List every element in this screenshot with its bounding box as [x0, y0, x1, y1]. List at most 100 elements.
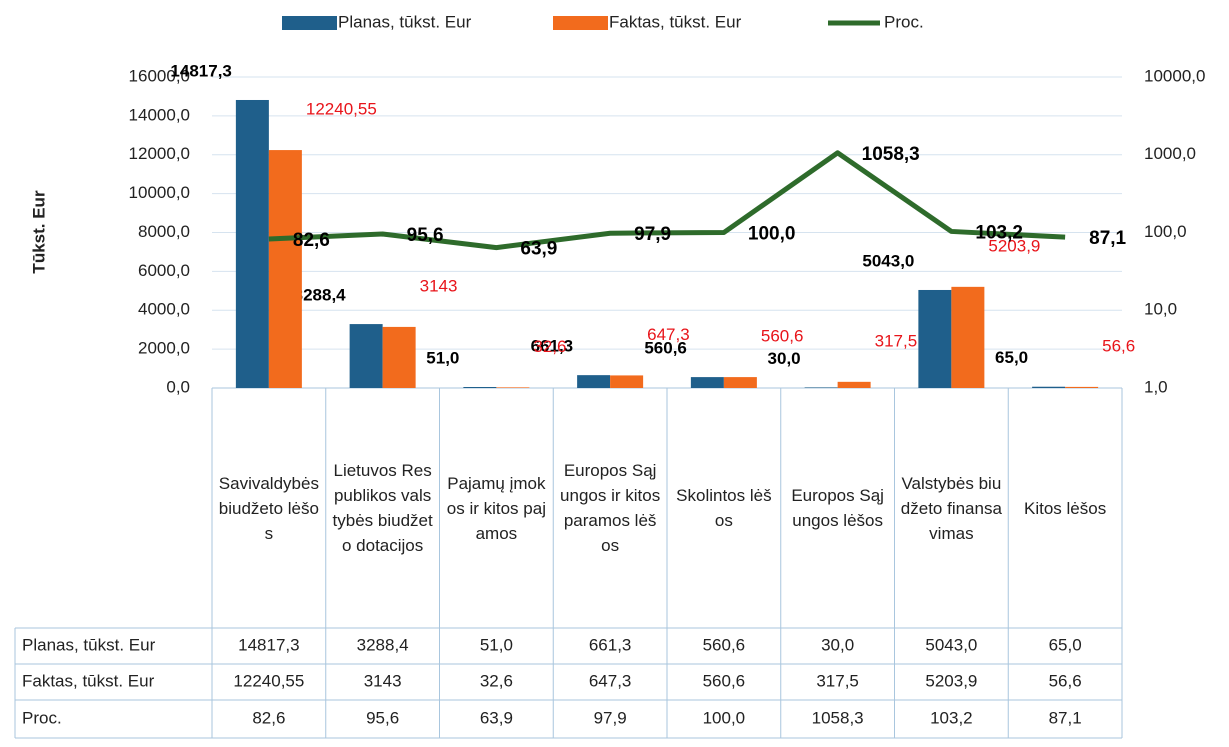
data-label: 30,0 [768, 349, 801, 368]
data-label: 647,3 [647, 325, 690, 344]
line [268, 150, 1066, 251]
table-cell: 661,3 [589, 635, 632, 654]
category-cell: Skolintos lėšos [676, 486, 772, 530]
x-tick-label: Europos Sąjungos ir kitos paramos lėšos [560, 461, 661, 555]
data-label: 12240,55 [306, 100, 377, 119]
bar [610, 375, 644, 388]
table-cell: 30,0 [821, 635, 854, 654]
table-cell: 65,0 [1049, 635, 1082, 654]
table-cell: 103,2 [930, 708, 973, 727]
category-cell: Valstybės biudžeto finansavimas [900, 473, 1002, 543]
category-cell: Savivaldybės biudžeto lėšos [218, 473, 319, 543]
bar [837, 381, 871, 388]
bar [723, 377, 757, 388]
data-label: 56,6 [1102, 336, 1135, 355]
table-cell: 3288,4 [357, 635, 409, 654]
table-row-header: Planas, tūkst. Eur [22, 635, 156, 654]
bar [235, 99, 269, 388]
legend-label: Faktas, tūkst. Eur [609, 12, 742, 31]
bar [1065, 386, 1099, 388]
legend-label: Proc. [884, 12, 924, 31]
y2-tick-label: 1,0 [1144, 377, 1168, 396]
data-label: 63,9 [520, 239, 557, 260]
x-tick-label: Pajamų įmokos ir kitos pajamos [446, 473, 546, 543]
table-cell: 95,6 [366, 708, 399, 727]
category-cell: Europos Sąjungos ir kitos paramos lėšos [560, 461, 661, 555]
bar [496, 387, 530, 388]
data-label: 661,3 [531, 337, 574, 356]
bar [951, 286, 985, 388]
bar [577, 375, 611, 388]
legend-swatch [553, 16, 608, 30]
y-tick-label: 16000,0 [129, 66, 190, 85]
y-tick-label: 0,0 [166, 377, 190, 396]
category-cell: Europos Sąjungos lėšos [791, 486, 884, 530]
table-cell: 647,3 [589, 671, 632, 690]
table-cell: 97,9 [594, 708, 627, 727]
y-tick-label: 6000,0 [138, 261, 190, 280]
table-cell: 51,0 [480, 635, 513, 654]
data-label: 103,2 [975, 222, 1023, 243]
data-label: 1058,3 [862, 144, 920, 165]
data-label: 560,6 [761, 327, 804, 346]
table-cell: 1058,3 [812, 708, 864, 727]
data-label: 95,6 [407, 225, 444, 246]
data-label: 65,0 [995, 348, 1028, 367]
data-label: 14817,3 [170, 61, 231, 80]
legend-swatch [282, 16, 337, 30]
table-cell: 87,1 [1049, 708, 1082, 727]
x-tick-label: Skolintos lėšos [676, 486, 772, 530]
data-label: 5043,0 [862, 251, 914, 270]
y2-tick-label: 100,0 [1144, 222, 1187, 241]
y-axis-title: Tūkst. Eur [29, 190, 48, 274]
x-tick-label: Valstybės biudžeto finansavimas [900, 473, 1002, 543]
table-cell: 560,6 [703, 671, 746, 690]
bar [804, 387, 838, 388]
data-label: 97,9 [634, 224, 671, 245]
y2-tick-label: 10000,0 [1144, 66, 1205, 85]
x-tick-label: Lietuvos Respublikos valstybės biudžeto … [332, 461, 433, 555]
table-cell: 317,5 [816, 671, 859, 690]
table-cell: 32,6 [480, 671, 513, 690]
bar [463, 387, 497, 388]
x-tick-label: Europos Sąjungos lėšos [791, 486, 884, 530]
x-tick-label: Kitos lėšos [1024, 498, 1107, 518]
y-tick-label: 4000,0 [138, 300, 190, 319]
bar [349, 324, 383, 388]
table-cell: 56,6 [1049, 671, 1082, 690]
y-tick-label: 10000,0 [129, 183, 190, 202]
category-cell: Pajamų įmokos ir kitos pajamos [446, 473, 546, 543]
data-label: 5203,9 [988, 236, 1040, 255]
table-cell: 3143 [364, 671, 402, 690]
data-label: 100,0 [748, 224, 796, 245]
data-label: 51,0 [426, 348, 459, 367]
table-cell: 560,6 [703, 635, 746, 654]
bar [268, 150, 302, 388]
table-row-header: Faktas, tūkst. Eur [22, 671, 155, 690]
bar [1032, 386, 1066, 388]
bar [690, 377, 724, 388]
table-cell: 14817,3 [238, 635, 299, 654]
data-label: 3288,4 [294, 286, 347, 305]
data-label: 317,5 [875, 331, 918, 350]
category-cell: Kitos lėšos [1024, 498, 1107, 518]
bar [382, 326, 416, 388]
data-label: 82,6 [293, 230, 330, 251]
data-label: 32,6 [533, 337, 566, 356]
category-cell: Lietuvos Respublikos valstybės biudžeto … [332, 461, 433, 555]
data-label: 87,1 [1089, 228, 1126, 249]
data-label: 560,6 [644, 339, 687, 358]
table-cell: 100,0 [703, 708, 746, 727]
y-tick-label: 2000,0 [138, 339, 190, 358]
table-row-header: Proc. [22, 708, 62, 727]
y2-tick-label: 1000,0 [1144, 144, 1196, 163]
table-cell: 82,6 [252, 708, 285, 727]
table-cell: 5203,9 [925, 671, 977, 690]
table-cell: 12240,55 [233, 671, 304, 690]
legend-label: Planas, tūkst. Eur [338, 12, 472, 31]
x-tick-label: Savivaldybės biudžeto lėšos [218, 473, 319, 543]
bar [918, 289, 952, 388]
table-cell: 5043,0 [925, 635, 977, 654]
table-cell: 63,9 [480, 708, 513, 727]
